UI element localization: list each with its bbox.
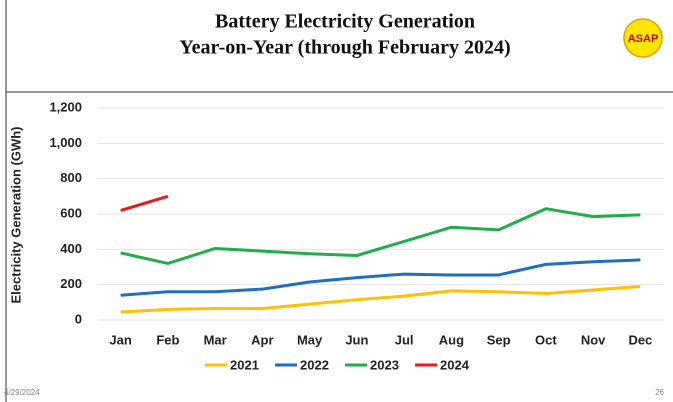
y-axis-label: Electricity Generation (GWh): [8, 127, 23, 304]
x-tick-label: Oct: [535, 332, 557, 347]
series-line: [120, 284, 641, 314]
logo-text: ASAP: [628, 33, 659, 45]
series-line: [120, 207, 641, 265]
y-tick-label: 1,000: [49, 135, 82, 150]
legend-label: 2022: [300, 357, 329, 372]
y-tick-label: 800: [60, 170, 82, 185]
footer-date: 4/29/2024: [4, 388, 40, 397]
series-line: [120, 258, 641, 297]
y-tick-label: 200: [60, 276, 82, 291]
x-tick-label: Jan: [109, 332, 131, 347]
legend-label: 2021: [230, 357, 259, 372]
x-tick-label: Sep: [487, 332, 511, 347]
legend-label: 2024: [440, 357, 470, 372]
y-tick-label: 400: [60, 241, 82, 256]
page-number: 26: [655, 388, 664, 397]
chart-subtitle: Year-on-Year (through February 2024): [179, 37, 510, 59]
y-tick-label: 600: [60, 205, 82, 220]
y-tick-label: 1,200: [49, 99, 82, 114]
series-line: [120, 194, 169, 212]
x-tick-label: Mar: [204, 332, 227, 347]
legend-label: 2023: [370, 357, 399, 372]
chart-title: Battery Electricity Generation: [215, 11, 475, 33]
y-tick-label: 0: [75, 311, 82, 326]
x-tick-label: Jun: [345, 332, 368, 347]
logo-badge: [623, 18, 663, 58]
x-tick-label: Apr: [251, 332, 273, 347]
x-tick-label: Dec: [628, 332, 652, 347]
x-tick-label: May: [297, 332, 323, 347]
x-tick-label: Aug: [439, 332, 464, 347]
x-tick-label: Feb: [156, 332, 179, 347]
x-tick-label: Nov: [581, 332, 606, 347]
x-tick-label: Jul: [395, 332, 414, 347]
